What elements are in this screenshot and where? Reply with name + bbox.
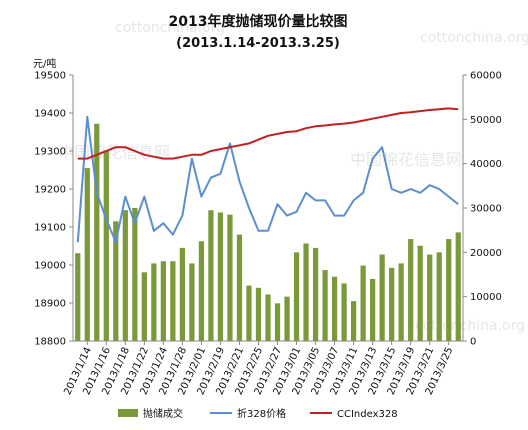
bar	[141, 272, 147, 341]
bar	[446, 239, 452, 341]
right-tick-label: 10000	[470, 292, 502, 303]
bar	[198, 241, 205, 341]
bar-series-group	[75, 123, 461, 342]
bar	[94, 123, 100, 342]
bar	[246, 285, 252, 341]
right-tick-label: 50000	[470, 115, 502, 126]
bar	[122, 210, 128, 341]
watermark-2: cottonchina.org	[420, 30, 528, 46]
bar	[389, 267, 395, 341]
bar	[417, 245, 423, 341]
bar	[436, 252, 442, 341]
right-tick-label: 30000	[470, 204, 502, 215]
bar	[398, 263, 404, 341]
x-tick-group: 2013/1/142013/1/162013/1/182013/1/222013…	[62, 341, 455, 397]
bar	[208, 210, 214, 341]
line-series-group	[76, 107, 459, 244]
watermark-3: cottonchina.org	[415, 318, 525, 334]
watermark-1: cottonchina.org	[115, 20, 225, 36]
bar	[217, 212, 224, 341]
bar	[236, 234, 243, 341]
bar	[103, 150, 109, 341]
legend-label-index: CCIndex328	[337, 409, 398, 420]
left-tick-label: 18900	[34, 299, 66, 310]
bar	[274, 303, 281, 341]
chart-title: 2013年度抛储现价量比较图	[169, 13, 348, 30]
bar	[255, 287, 262, 341]
left-tick-label: 19400	[34, 109, 66, 120]
bar	[455, 232, 461, 341]
bar	[303, 243, 309, 341]
bar	[350, 301, 357, 341]
left-tick-label: 19300	[34, 147, 66, 158]
legend-label-price: 折328价格	[237, 407, 286, 420]
legend-swatch-bars	[118, 409, 138, 417]
bar	[160, 261, 166, 341]
left-tick-group: 18800 18900 19000 19100 19200 19300 19400 19500	[34, 71, 73, 348]
right-tick-label: 20000	[470, 248, 502, 259]
legend: 抛储成交 折328价格 CCIndex328	[118, 407, 398, 420]
bar	[370, 278, 376, 341]
bar	[189, 263, 195, 341]
bar	[75, 253, 81, 341]
watermark-5: 中国棉花信息网	[350, 150, 462, 169]
bar	[331, 276, 338, 341]
right-tick-label: 40000	[470, 159, 502, 170]
bar	[170, 261, 176, 341]
bar	[84, 168, 90, 341]
bar	[113, 221, 119, 341]
left-tick-label: 19200	[34, 185, 66, 196]
bar	[408, 239, 414, 341]
right-tick-label: 0	[470, 337, 476, 348]
bar	[360, 265, 366, 341]
bar	[284, 296, 290, 341]
left-tick-label: 18800	[34, 337, 66, 348]
bar	[293, 252, 300, 341]
index-line	[77, 107, 459, 160]
bar	[265, 294, 271, 341]
bar	[312, 247, 319, 341]
bar	[427, 254, 433, 341]
left-tick-label: 19500	[34, 71, 66, 82]
y-axis-unit: 元/吨	[33, 57, 56, 70]
legend-label-bars: 抛储成交	[143, 407, 183, 420]
bar	[341, 283, 347, 341]
bar	[132, 208, 138, 341]
watermark-4: 中国棉花信息网	[58, 143, 170, 162]
bar	[322, 270, 328, 341]
right-tick-label: 60000	[470, 71, 502, 82]
watermark-layer: cottonchina.org cottonchina.org cottonch…	[58, 20, 528, 334]
chart-subtitle: (2013.1.14-2013.3.25)	[176, 36, 340, 51]
price-line	[76, 115, 459, 244]
left-tick-label: 19100	[34, 223, 66, 234]
bar	[227, 214, 233, 341]
left-tick-label: 19000	[34, 261, 66, 272]
bar	[151, 263, 157, 341]
bar	[179, 247, 186, 341]
right-tick-group: 0 10000 20000 30000 40000 50000 60000	[463, 71, 502, 348]
bar	[379, 254, 385, 341]
